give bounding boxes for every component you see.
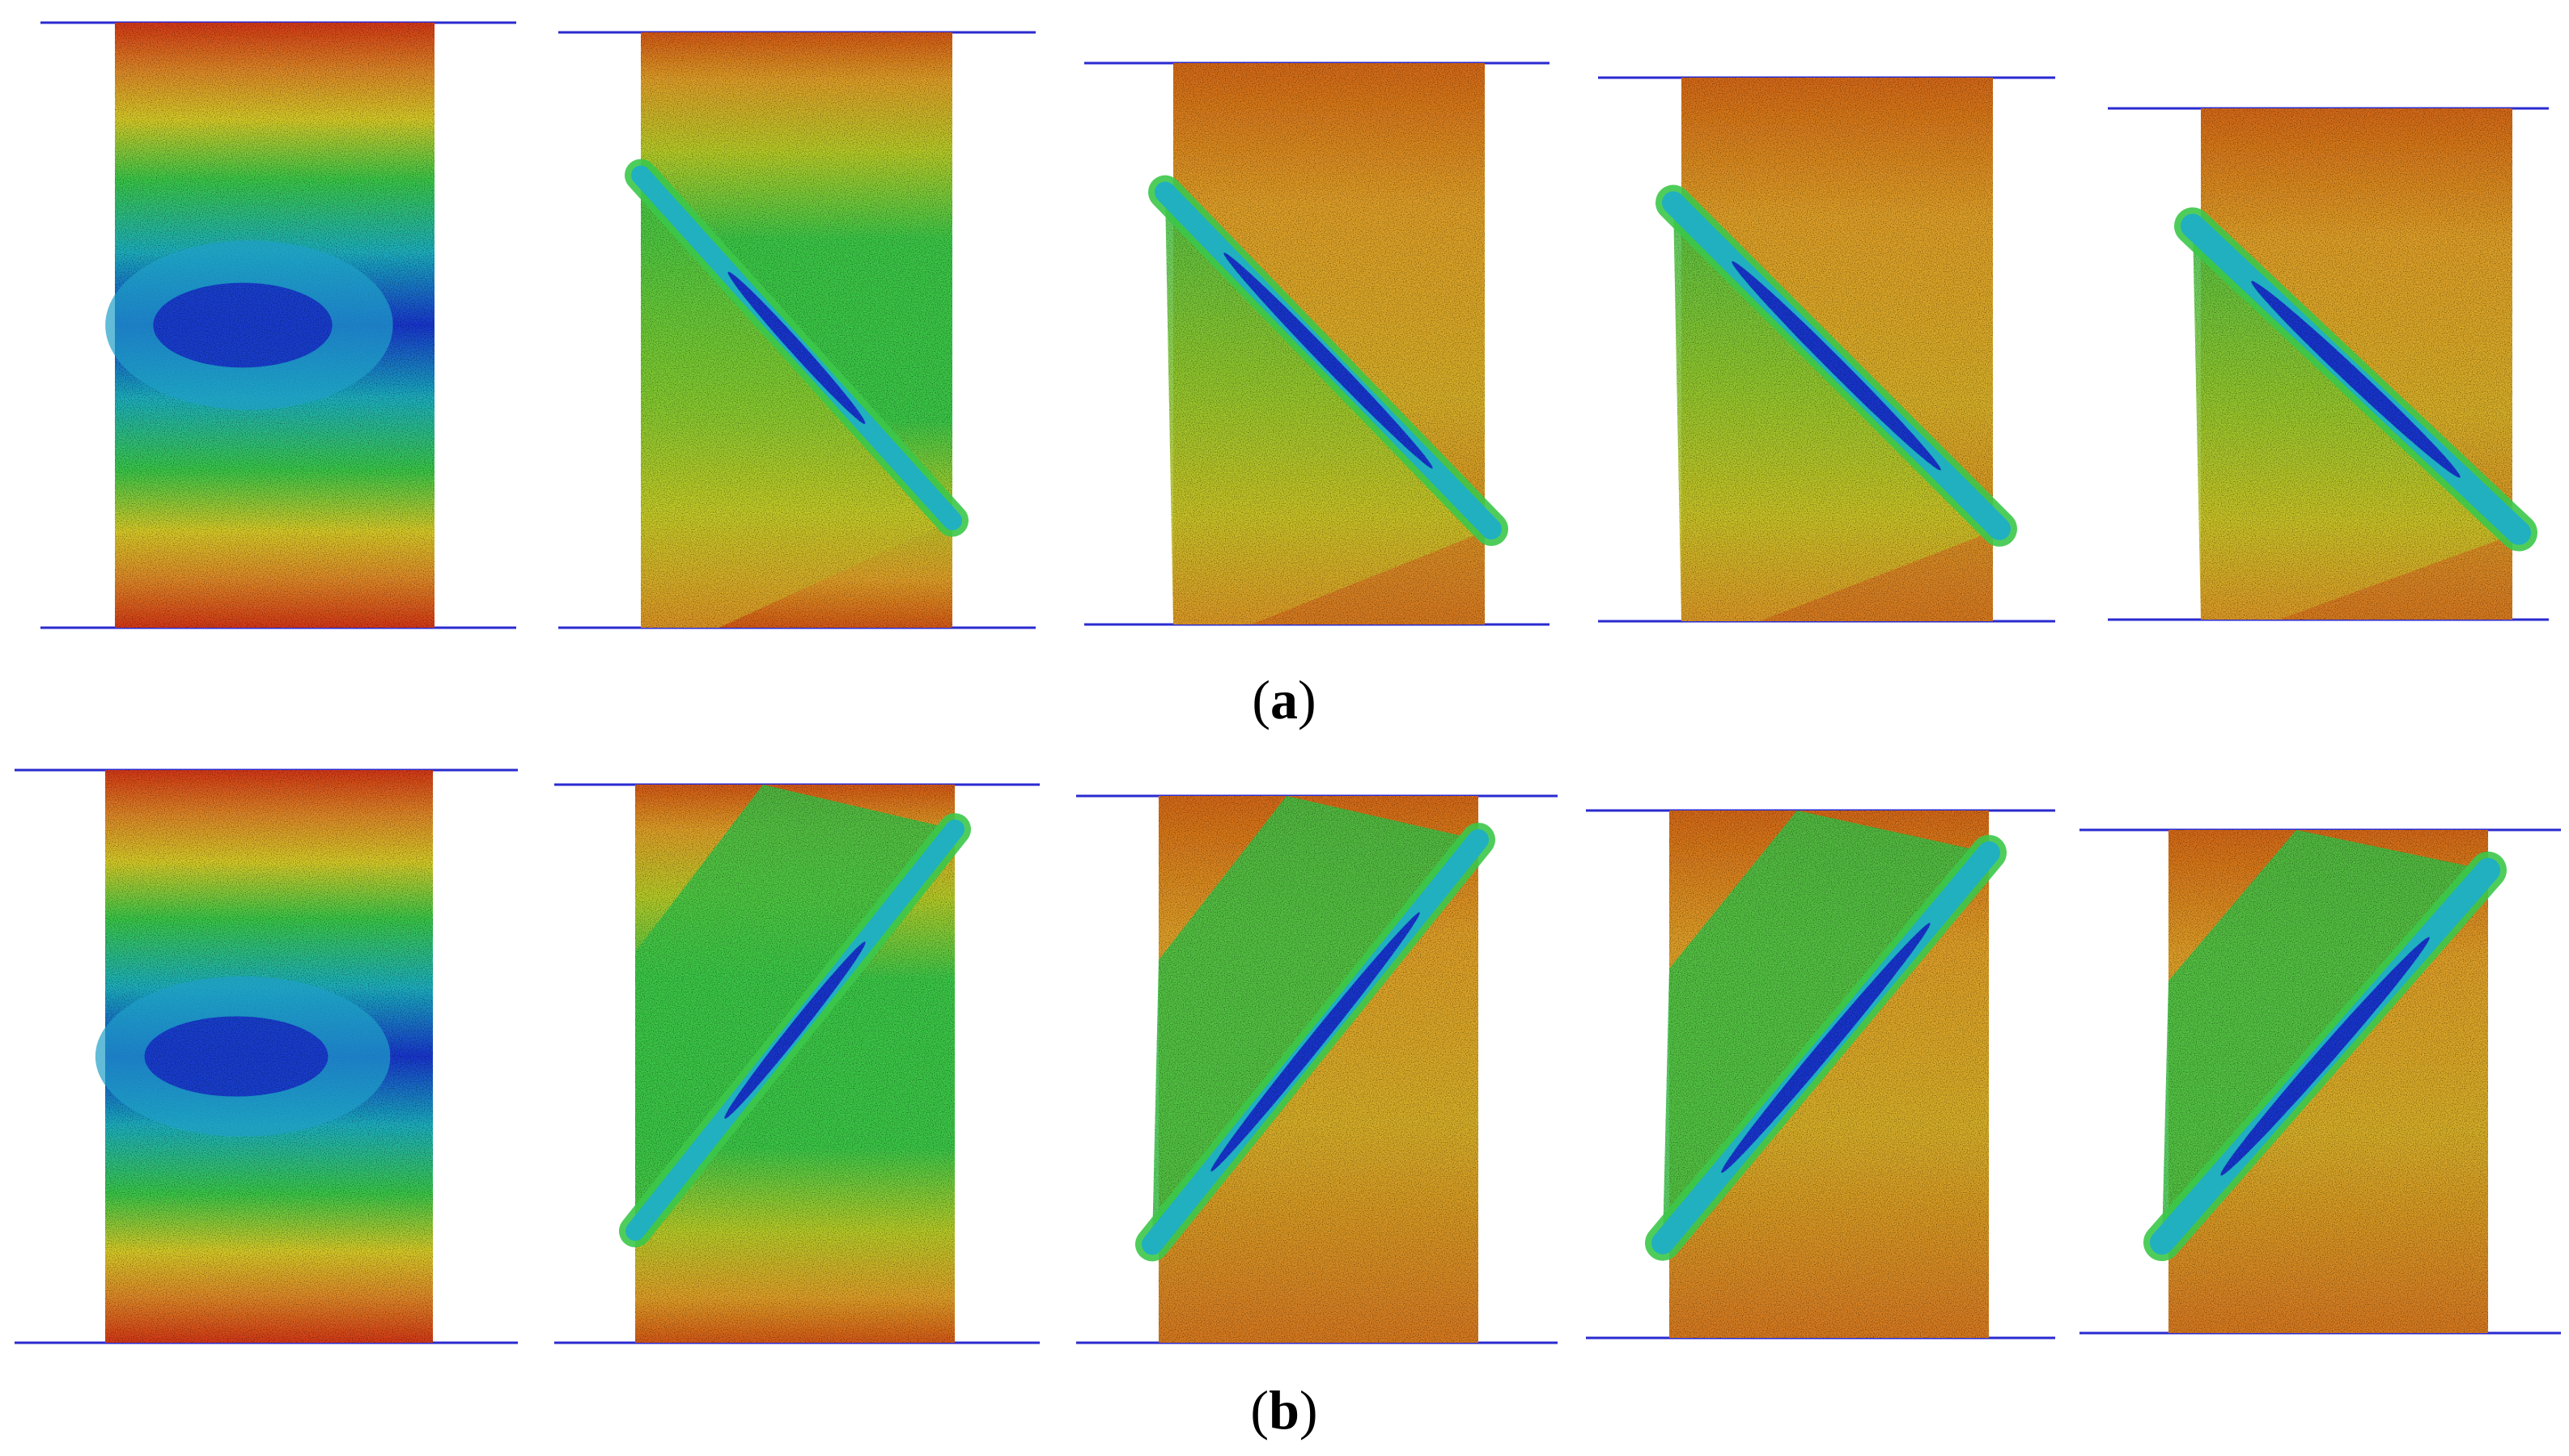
specimen-a-3	[1084, 61, 1549, 626]
panel-label-a: (a)	[1252, 669, 1316, 730]
core-center	[144, 1016, 329, 1097]
deformed-wedge	[641, 175, 952, 628]
specimen-b-5	[2079, 828, 2561, 1335]
shear-band-core	[1223, 252, 1433, 469]
row-a	[40, 21, 2549, 629]
shear-band-core	[1210, 912, 1420, 1172]
shear-band-core	[2251, 281, 2461, 478]
shear-band-core	[724, 942, 866, 1120]
specimen-a-5	[2108, 107, 2549, 621]
specimen-b-4	[1586, 809, 2055, 1340]
shear-band-core	[2220, 937, 2430, 1176]
specimen-a-4	[1598, 76, 2055, 623]
core-center	[153, 282, 333, 368]
panel-label-b: (b)	[1250, 1379, 1317, 1441]
specimen-b-1	[15, 768, 518, 1344]
specimen-b-2	[554, 783, 1040, 1344]
shear-band-core	[1721, 922, 1931, 1173]
specimen-a-1	[40, 21, 516, 629]
shear-band-core	[727, 271, 866, 425]
shear-band-core	[1732, 260, 1941, 471]
specimen-b-3	[1076, 794, 1558, 1344]
row-b	[15, 768, 2561, 1344]
specimen-a-2	[558, 31, 1036, 629]
